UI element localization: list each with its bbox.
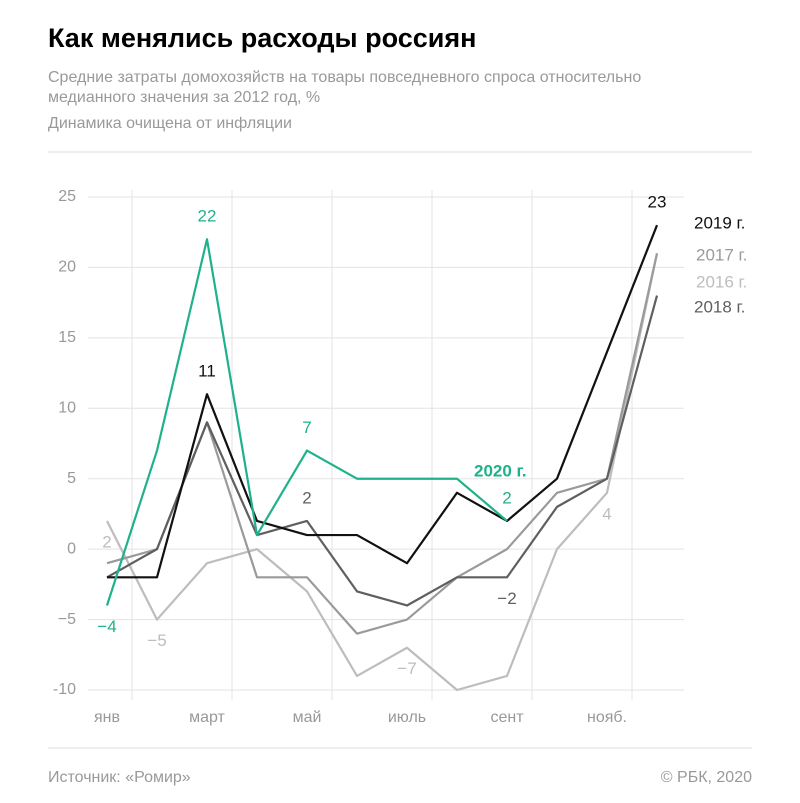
chart-title: Как менялись расходы россиян: [48, 23, 476, 53]
y-tick-label: 0: [67, 540, 76, 557]
y-tick-label: 15: [58, 329, 76, 346]
y-tick-label: 20: [58, 259, 76, 276]
x-tick-label: сент: [490, 709, 524, 726]
series-line: [107, 224, 659, 579]
data-label: 2: [502, 488, 511, 507]
subtitle: медианного значения за 2012 год, %: [48, 89, 320, 106]
x-tick-label: янв: [94, 709, 120, 726]
data-label: 7: [302, 418, 311, 437]
data-label: 22: [198, 207, 217, 226]
data-label: −5: [147, 631, 166, 650]
x-tick-label: июль: [388, 709, 426, 726]
data-label: 11: [198, 362, 216, 381]
y-tick-label: 5: [67, 470, 76, 487]
series-name: 2016 г.: [696, 272, 747, 291]
series-name: 2018 г.: [694, 297, 745, 316]
y-tick-label: 25: [58, 188, 76, 205]
y-tick-label: −5: [58, 611, 76, 628]
data-label: −4: [97, 617, 116, 636]
note: Динамика очищена от инфляции: [48, 115, 292, 132]
series-name: 2020 г.: [474, 461, 527, 480]
series-line: [106, 253, 659, 692]
x-tick-label: нояб.: [587, 709, 627, 726]
data-label: 4: [602, 504, 611, 523]
x-tick-label: май: [293, 709, 322, 726]
data-label: 2: [302, 488, 311, 507]
series-name: 2019 г.: [694, 213, 745, 232]
source: Источник: «Ромир»: [48, 769, 191, 786]
credit: © РБК, 2020: [661, 769, 752, 786]
series-line: [106, 295, 659, 607]
y-tick-label: -10: [53, 681, 76, 698]
x-tick-label: март: [189, 709, 225, 726]
series-name: 2017 г.: [696, 245, 747, 264]
series-line: [105, 238, 508, 606]
data-label: 23: [648, 193, 667, 212]
data-label: −7: [397, 659, 416, 678]
y-tick-label: 10: [58, 400, 76, 417]
data-label: −2: [497, 589, 516, 608]
subtitle: Средние затраты домохозяйств на товары п…: [48, 69, 641, 86]
data-label: 2: [102, 532, 111, 551]
